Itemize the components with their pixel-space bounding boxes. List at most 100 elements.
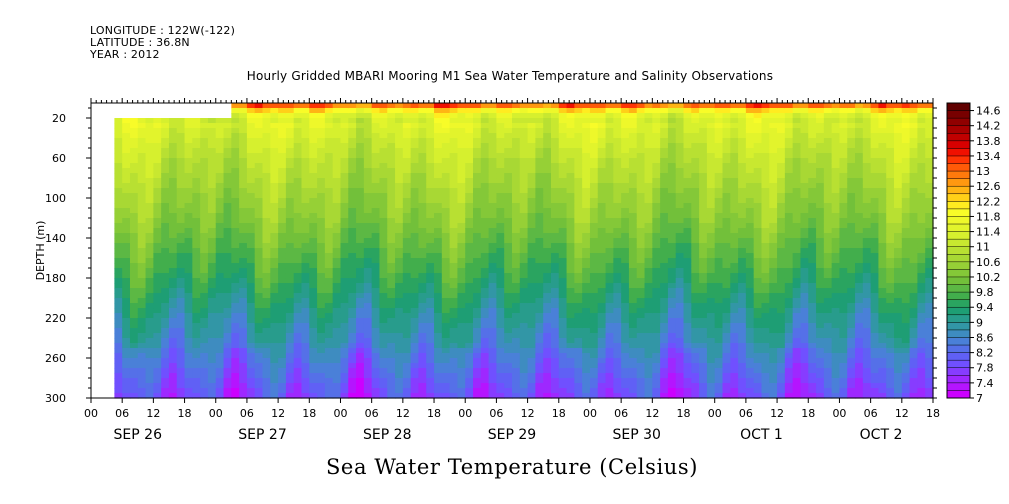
heat-cell — [161, 128, 170, 134]
heat-cell — [496, 283, 505, 289]
heat-cell — [324, 283, 334, 289]
heat-cell — [434, 158, 443, 164]
heat-cell — [215, 263, 225, 269]
heat-cell — [504, 113, 513, 119]
heat-cell — [363, 268, 373, 274]
heat-cell — [356, 118, 365, 124]
heat-cell — [761, 183, 770, 189]
heat-cell — [278, 268, 287, 274]
heat-cell — [597, 128, 607, 134]
heat-cell — [402, 313, 412, 319]
heat-cell — [699, 213, 708, 219]
heat-cell — [660, 188, 669, 194]
heat-cell — [683, 288, 692, 294]
heat-cell — [332, 293, 342, 299]
heat-cell — [356, 253, 365, 259]
heat-cell — [543, 178, 552, 184]
heat-cell — [488, 258, 498, 264]
heat-cell — [387, 128, 396, 134]
heat-cell — [239, 123, 248, 129]
heat-cell — [176, 393, 186, 399]
heat-cell — [379, 193, 388, 199]
heat-cell — [348, 128, 357, 134]
heat-cell — [332, 143, 342, 149]
heat-cell — [496, 338, 505, 344]
heat-cell — [192, 153, 201, 159]
heat-cell — [254, 353, 264, 359]
heat-cell — [777, 158, 786, 164]
heat-cell — [582, 248, 591, 254]
heat-cell — [332, 358, 342, 364]
heat-cell — [574, 248, 583, 254]
heat-cell — [488, 143, 498, 149]
heat-cell — [395, 108, 404, 114]
heat-cell — [270, 328, 279, 334]
heat-cell — [441, 173, 451, 179]
heat-cell — [379, 188, 388, 194]
heat-cell — [402, 373, 412, 379]
heat-cell — [114, 318, 123, 324]
heat-cell — [480, 118, 490, 124]
heat-cell — [535, 338, 544, 344]
heat-cell — [402, 123, 412, 129]
heat-cell — [402, 318, 412, 324]
heat-cell — [317, 123, 326, 129]
heat-cell — [356, 103, 365, 109]
heat-cell — [769, 188, 778, 194]
heat-cell — [168, 278, 178, 284]
heat-cell — [254, 293, 264, 299]
heat-cell — [332, 353, 342, 359]
heat-cell — [418, 263, 427, 269]
heat-cell — [543, 188, 552, 194]
heat-cell — [122, 128, 131, 134]
heat-cell — [145, 373, 154, 379]
heat-cell — [769, 223, 778, 229]
heat-cell — [145, 348, 154, 354]
heat-cell — [129, 188, 139, 194]
heat-cell — [769, 128, 778, 134]
heat-cell — [200, 178, 209, 184]
heat-cell — [605, 393, 614, 399]
heat-cell — [566, 348, 575, 354]
heat-cell — [324, 328, 334, 334]
heat-cell — [738, 308, 747, 314]
heat-cell — [153, 188, 162, 194]
heat-cell — [675, 158, 685, 164]
heat-cell — [722, 233, 731, 239]
heat-cell — [527, 298, 536, 304]
heat-cell — [652, 143, 661, 149]
heat-cell — [426, 363, 435, 369]
heat-cell — [441, 353, 451, 359]
heat-cell — [722, 218, 731, 224]
heat-cell — [691, 228, 700, 234]
heat-cell — [706, 143, 716, 149]
heat-cell — [145, 313, 154, 319]
heat-cell — [465, 358, 474, 364]
heat-cell — [699, 263, 708, 269]
heat-cell — [161, 163, 170, 169]
heat-cell — [410, 313, 420, 319]
heat-cell — [410, 118, 420, 124]
heat-cell — [465, 208, 474, 214]
heat-cell — [410, 143, 420, 149]
heat-cell — [550, 178, 560, 184]
heat-cell — [239, 188, 248, 194]
heat-cell — [488, 243, 498, 249]
heat-cell — [278, 348, 287, 354]
heat-cell — [161, 188, 170, 194]
heat-cell — [285, 288, 295, 294]
heat-cell — [246, 188, 256, 194]
heat-cell — [699, 203, 708, 209]
heat-cell — [597, 358, 607, 364]
heat-cell — [293, 273, 303, 279]
heat-cell — [200, 138, 209, 144]
heat-cell — [145, 118, 154, 124]
heat-cell — [301, 103, 310, 109]
heat-cell — [309, 313, 318, 319]
heat-cell — [418, 153, 427, 159]
heat-cell — [628, 258, 638, 264]
heat-cell — [293, 178, 303, 184]
heat-cell — [535, 108, 544, 114]
heat-cell — [527, 278, 536, 284]
heat-cell — [145, 198, 154, 204]
